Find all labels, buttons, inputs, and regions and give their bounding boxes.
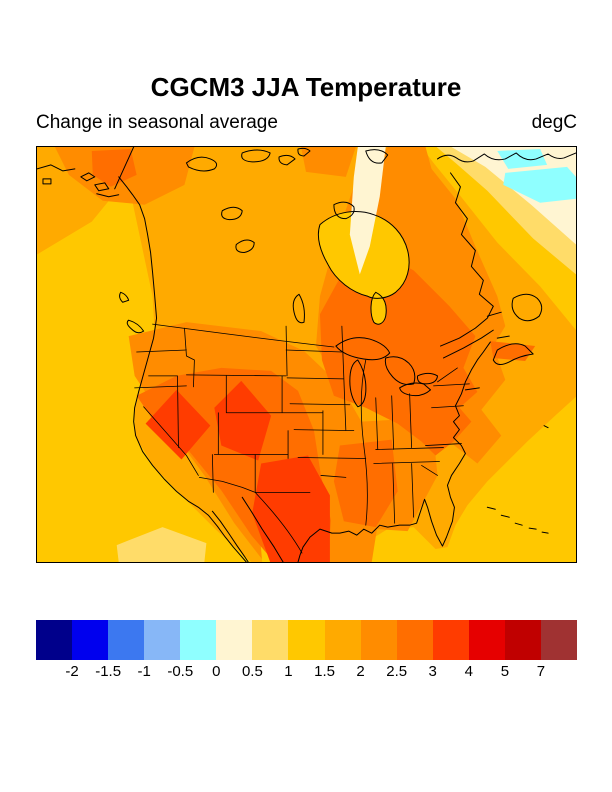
greenland-sea-cyan-fill-2 bbox=[503, 166, 576, 203]
nova-scotia bbox=[492, 335, 534, 365]
lake-huron bbox=[384, 356, 416, 386]
colorbar-cell bbox=[288, 620, 325, 660]
colorbar-tick-label: 7 bbox=[536, 663, 546, 680]
coastlines bbox=[37, 147, 576, 562]
greenland-sea-cyan-fill-1 bbox=[497, 148, 548, 169]
alaska-darkorange-fill bbox=[91, 148, 137, 187]
lake-winnipeg bbox=[292, 293, 305, 324]
pacific-coastline bbox=[118, 176, 247, 562]
lake-erie bbox=[399, 382, 432, 397]
colorbar-tick-label: -1.5 bbox=[95, 663, 122, 680]
utah-colorado-red-fill bbox=[214, 380, 272, 461]
colorbar-tick-label: 2.5 bbox=[386, 663, 408, 680]
labrador-coastline bbox=[440, 172, 494, 347]
colorbar-cell bbox=[252, 620, 289, 660]
colorbar-tick-label: 0.5 bbox=[241, 663, 263, 680]
alaska-border-line bbox=[114, 147, 135, 190]
arctic-islands bbox=[185, 147, 389, 220]
colorbar-tick-label: -2 bbox=[65, 663, 79, 680]
colorbar-cell bbox=[540, 620, 577, 660]
temperature-fill-regions bbox=[37, 147, 576, 562]
foxe-basin-cream-fill bbox=[349, 147, 386, 275]
great-bear-lake bbox=[221, 206, 243, 221]
baja-gulf-coastline bbox=[211, 496, 284, 562]
us-canada-border bbox=[152, 323, 458, 383]
colorbar-tick-label: 0 bbox=[212, 663, 221, 680]
mexico-red-fill bbox=[252, 455, 330, 562]
colorbar-tick-label: -1 bbox=[137, 663, 151, 680]
quebec-greatlakes-darkorange-fill bbox=[319, 250, 478, 456]
colorbar-cell bbox=[180, 620, 217, 660]
pacific-lightgold-fill bbox=[116, 527, 207, 562]
colorbar-cell bbox=[36, 620, 73, 660]
atlantic-gold-fill bbox=[288, 396, 576, 562]
newfoundland bbox=[511, 293, 543, 322]
st-lawrence-river bbox=[442, 311, 502, 359]
figure-title: CGCM3 JJA Temperature bbox=[150, 72, 462, 102]
great-slave-lake bbox=[235, 239, 255, 253]
colorbar-ticks: -2 -1.5 -1 -0.5 0 0.5 1 1.5 2 2.5 3 4 5 7 bbox=[36, 663, 577, 683]
figure-subtitle: Change in seasonal average bbox=[36, 112, 278, 133]
map bbox=[36, 146, 577, 563]
vancouver-island bbox=[119, 291, 145, 334]
lake-superior bbox=[335, 337, 391, 361]
colorbar-cell bbox=[396, 620, 433, 660]
figure-subtitle-row: Change in seasonal average degC bbox=[36, 112, 577, 134]
colorbar-tick-label: 1.5 bbox=[314, 663, 335, 680]
colorbar-cell bbox=[504, 620, 541, 660]
colorbar bbox=[36, 620, 577, 660]
james-bay-fill bbox=[370, 292, 387, 325]
colorbar-cell bbox=[468, 620, 505, 660]
alaska-panhandle-islands bbox=[37, 164, 120, 198]
colorbar-cell bbox=[324, 620, 361, 660]
hudson-bay-outline bbox=[317, 211, 410, 325]
colorbar-tick-label: 1 bbox=[284, 663, 293, 680]
lake-ontario bbox=[416, 372, 439, 385]
mississippi-darkorange-fill bbox=[333, 439, 398, 528]
colorbar-tick-label: -0.5 bbox=[167, 663, 194, 680]
arctic-orange-band-fill bbox=[301, 147, 356, 177]
colorbar-cell bbox=[360, 620, 397, 660]
greenland-coastline bbox=[437, 152, 576, 163]
colorbar-cell bbox=[144, 620, 181, 660]
colorbar-cell bbox=[432, 620, 469, 660]
mississippi-river bbox=[360, 359, 368, 526]
atlantic-gulf-coastline bbox=[297, 341, 491, 562]
us-mexico-border bbox=[198, 477, 256, 493]
colorbar-tick-label: 5 bbox=[500, 663, 510, 680]
colorbar-tick-label: 2 bbox=[356, 663, 365, 680]
long-island bbox=[464, 387, 480, 391]
colorbar-cell bbox=[72, 620, 109, 660]
colorbar-cell bbox=[108, 620, 145, 660]
north-america-map-svg bbox=[37, 147, 576, 562]
state-borders bbox=[134, 323, 470, 554]
colorbar-cell bbox=[216, 620, 253, 660]
colorbar-tick-label: 3 bbox=[428, 663, 437, 680]
colorbar-tick-label: 4 bbox=[464, 663, 473, 680]
pacific-gold-fill bbox=[37, 188, 252, 562]
lake-michigan bbox=[349, 359, 367, 408]
bahamas-islands bbox=[486, 425, 549, 534]
units-label: degC bbox=[531, 112, 577, 133]
